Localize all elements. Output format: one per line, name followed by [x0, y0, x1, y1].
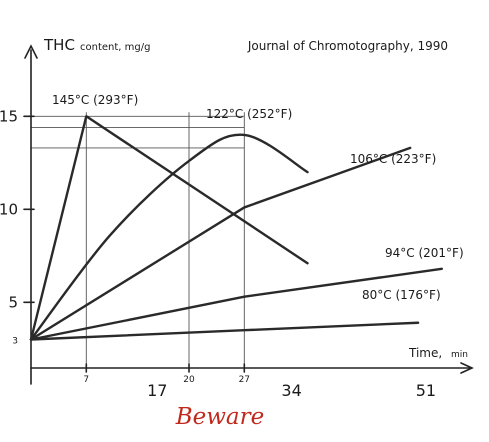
series-label-1: 145°C (293°F) — [52, 93, 138, 107]
chart-title: Journal of Chromotography, 1990 — [247, 39, 448, 53]
y-tick-label-3: 3 — [12, 337, 18, 347]
series-label-3: 106°C (223°F) — [350, 152, 436, 166]
x-axis-arrow — [460, 362, 474, 374]
x-tick-label-7: 7 — [83, 375, 89, 385]
series-line-1 — [29, 115, 309, 341]
ticks: 3 5 10 15 7 17 20 27 34 51 — [0, 107, 436, 400]
x-tick-label-20: 20 — [183, 375, 195, 385]
series-line-5 — [29, 321, 420, 341]
y-tick-label-10: 10 — [0, 200, 18, 218]
beware-annotation: Beware — [175, 404, 265, 430]
series-lines: 145°C (293°F) 122°C (252°F) 106°C (223°F) 9… — [29, 93, 464, 341]
x-axis-label-unit: min — [451, 350, 468, 360]
series-line-4 — [29, 267, 443, 341]
x-tick-label-51: 51 — [416, 381, 436, 400]
series-label-2: 122°C (252°F) — [206, 107, 292, 121]
x-tick-label-34: 34 — [281, 381, 301, 400]
series-line-2 — [29, 133, 309, 341]
series-label-5: 80°C (176°F) — [362, 288, 441, 302]
y-axis-label-unit: content, mg/g — [80, 42, 150, 53]
guide-lines — [31, 112, 245, 368]
axes — [24, 44, 474, 385]
y-tick-label-15: 15 — [0, 107, 18, 125]
x-tick-label-17: 17 — [147, 381, 167, 400]
x-tick-label-27: 27 — [239, 375, 250, 385]
y-axis-label-main: THC — [43, 36, 75, 54]
series-label-4: 94°C (201°F) — [385, 246, 464, 260]
y-axis-arrow — [24, 44, 38, 59]
series-line-3 — [29, 146, 412, 341]
y-tick-label-5: 5 — [8, 293, 18, 311]
x-axis-label-main: Time, — [408, 346, 442, 360]
